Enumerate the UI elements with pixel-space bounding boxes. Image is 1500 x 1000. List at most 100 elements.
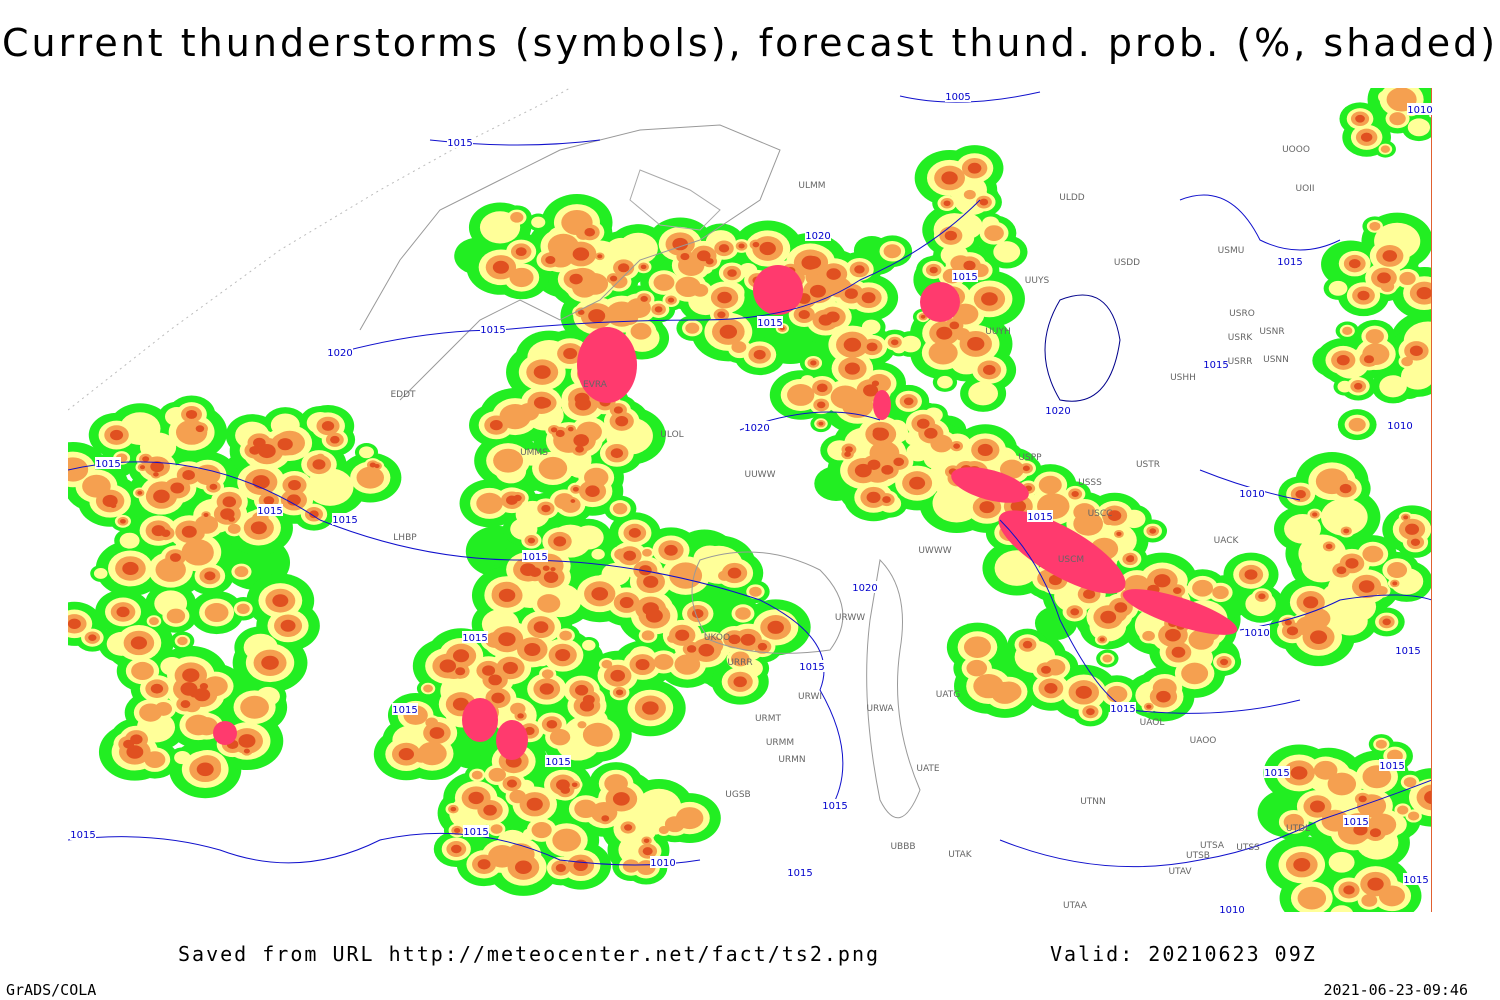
shade-cell: [967, 336, 985, 351]
shade-cell: [180, 682, 198, 696]
shade-cell: [517, 713, 524, 719]
shade-cell: [1387, 561, 1408, 579]
shade-cell: [640, 295, 648, 302]
shade-cell: [563, 347, 578, 360]
shade-cell: [642, 847, 653, 856]
station-code: UGSB: [725, 790, 750, 800]
station-code: ULOL: [660, 430, 683, 440]
shade-cell: [93, 568, 108, 579]
shade-cell: [88, 634, 97, 641]
shade-cell: [153, 489, 170, 503]
storm-symbols: [496, 720, 528, 760]
shade-cell: [452, 697, 469, 711]
shade-cell: [181, 539, 214, 565]
shade-cell: [624, 824, 633, 831]
source-url: Saved from URL http://meteocenter.net/fa…: [178, 942, 880, 966]
shade-cell: [680, 252, 690, 261]
isobar-label: 1015: [952, 272, 977, 283]
shade-cell: [1360, 132, 1373, 142]
shade-cell: [174, 750, 191, 765]
shade-cell: [531, 216, 546, 228]
shade-cell: [615, 689, 624, 696]
timestamp: 2021-06-23-09:46: [1324, 981, 1469, 999]
shade-cell: [903, 397, 914, 406]
shade-cell: [1327, 772, 1357, 796]
shade-cell: [180, 700, 191, 708]
shade-cell: [538, 397, 552, 408]
shade-cell: [1380, 145, 1391, 153]
shade-cell: [249, 445, 261, 455]
shade-cell: [1153, 574, 1171, 588]
shade-cell: [1083, 589, 1096, 600]
shade-cell: [653, 654, 674, 670]
shade-cell: [567, 426, 574, 432]
shade-cell: [735, 607, 751, 620]
shade-cell: [1125, 555, 1135, 563]
shade-cell: [1295, 489, 1306, 499]
shade-cell: [844, 362, 860, 375]
shade-cell: [591, 548, 605, 560]
shade-cell: [524, 642, 541, 656]
shade-cell: [944, 230, 957, 241]
shade-cell: [569, 273, 583, 285]
shade-cell: [553, 536, 567, 547]
shade-cell: [1149, 528, 1157, 534]
shade-cell: [1114, 602, 1128, 613]
storm-symbols: [951, 467, 1029, 503]
shade-cell: [1343, 528, 1350, 534]
isobar-label-bg: [480, 323, 506, 335]
shade-cell: [573, 434, 590, 447]
isobar-label: 1005: [945, 92, 970, 103]
shade-cell: [68, 457, 89, 482]
shade-cell: [209, 483, 218, 490]
shade-cell: [1357, 290, 1370, 301]
shade-cell: [476, 492, 503, 514]
shade-cell: [767, 620, 784, 634]
shade-cell: [696, 250, 711, 262]
shade-cell: [1375, 585, 1388, 596]
shade-cell: [863, 384, 879, 397]
shade-cell: [844, 446, 853, 453]
isobar-labels: 1005 1015 1020 1015 1015 1020 1015 1015 1015 1020…: [70, 90, 1433, 916]
isobar-label: 1010: [1219, 905, 1244, 916]
shade-cell: [1303, 552, 1326, 570]
shade-cell: [1382, 250, 1398, 262]
shade-cell: [455, 667, 466, 676]
station-code: UOOO: [1282, 145, 1310, 155]
shade-cell: [866, 342, 878, 352]
station-code: LHBP: [393, 533, 417, 543]
shade-cell: [185, 409, 198, 419]
shade-cell: [949, 321, 960, 330]
isobar-label: 1020: [805, 231, 830, 242]
shade-cell: [816, 401, 826, 409]
shade-cell: [1416, 286, 1432, 300]
shade-cell: [154, 702, 173, 716]
station-code: UTSA: [1200, 841, 1225, 851]
isobar-label: 1015: [462, 633, 487, 644]
shade-cell: [423, 684, 433, 693]
shade-cell: [550, 567, 556, 572]
shade-cell: [533, 365, 551, 379]
shade-cell: [491, 692, 505, 704]
shade-cell: [1171, 646, 1186, 658]
shade-cell: [243, 748, 250, 754]
shade-cell: [1071, 491, 1079, 497]
shade-cell: [968, 381, 998, 406]
shade-cell: [1377, 272, 1391, 284]
station-code: UUYS: [1025, 276, 1050, 286]
shade-cell: [613, 406, 623, 414]
station-code: UACK: [1214, 536, 1240, 546]
shade-cell: [654, 306, 663, 313]
shade-cell: [1102, 654, 1113, 663]
station-code: USPP: [1018, 453, 1042, 463]
shade-cell: [82, 474, 111, 498]
storm-symbols: [753, 265, 803, 315]
station-code: URWA: [866, 704, 894, 714]
shade-cell: [1086, 708, 1095, 716]
isobar-label: 1015: [822, 801, 847, 812]
shade-cell: [1312, 512, 1318, 517]
shade-cell: [570, 499, 576, 503]
station-code: UTAK: [948, 850, 973, 860]
shade-cell: [800, 375, 815, 386]
shade-cell: [506, 495, 518, 505]
